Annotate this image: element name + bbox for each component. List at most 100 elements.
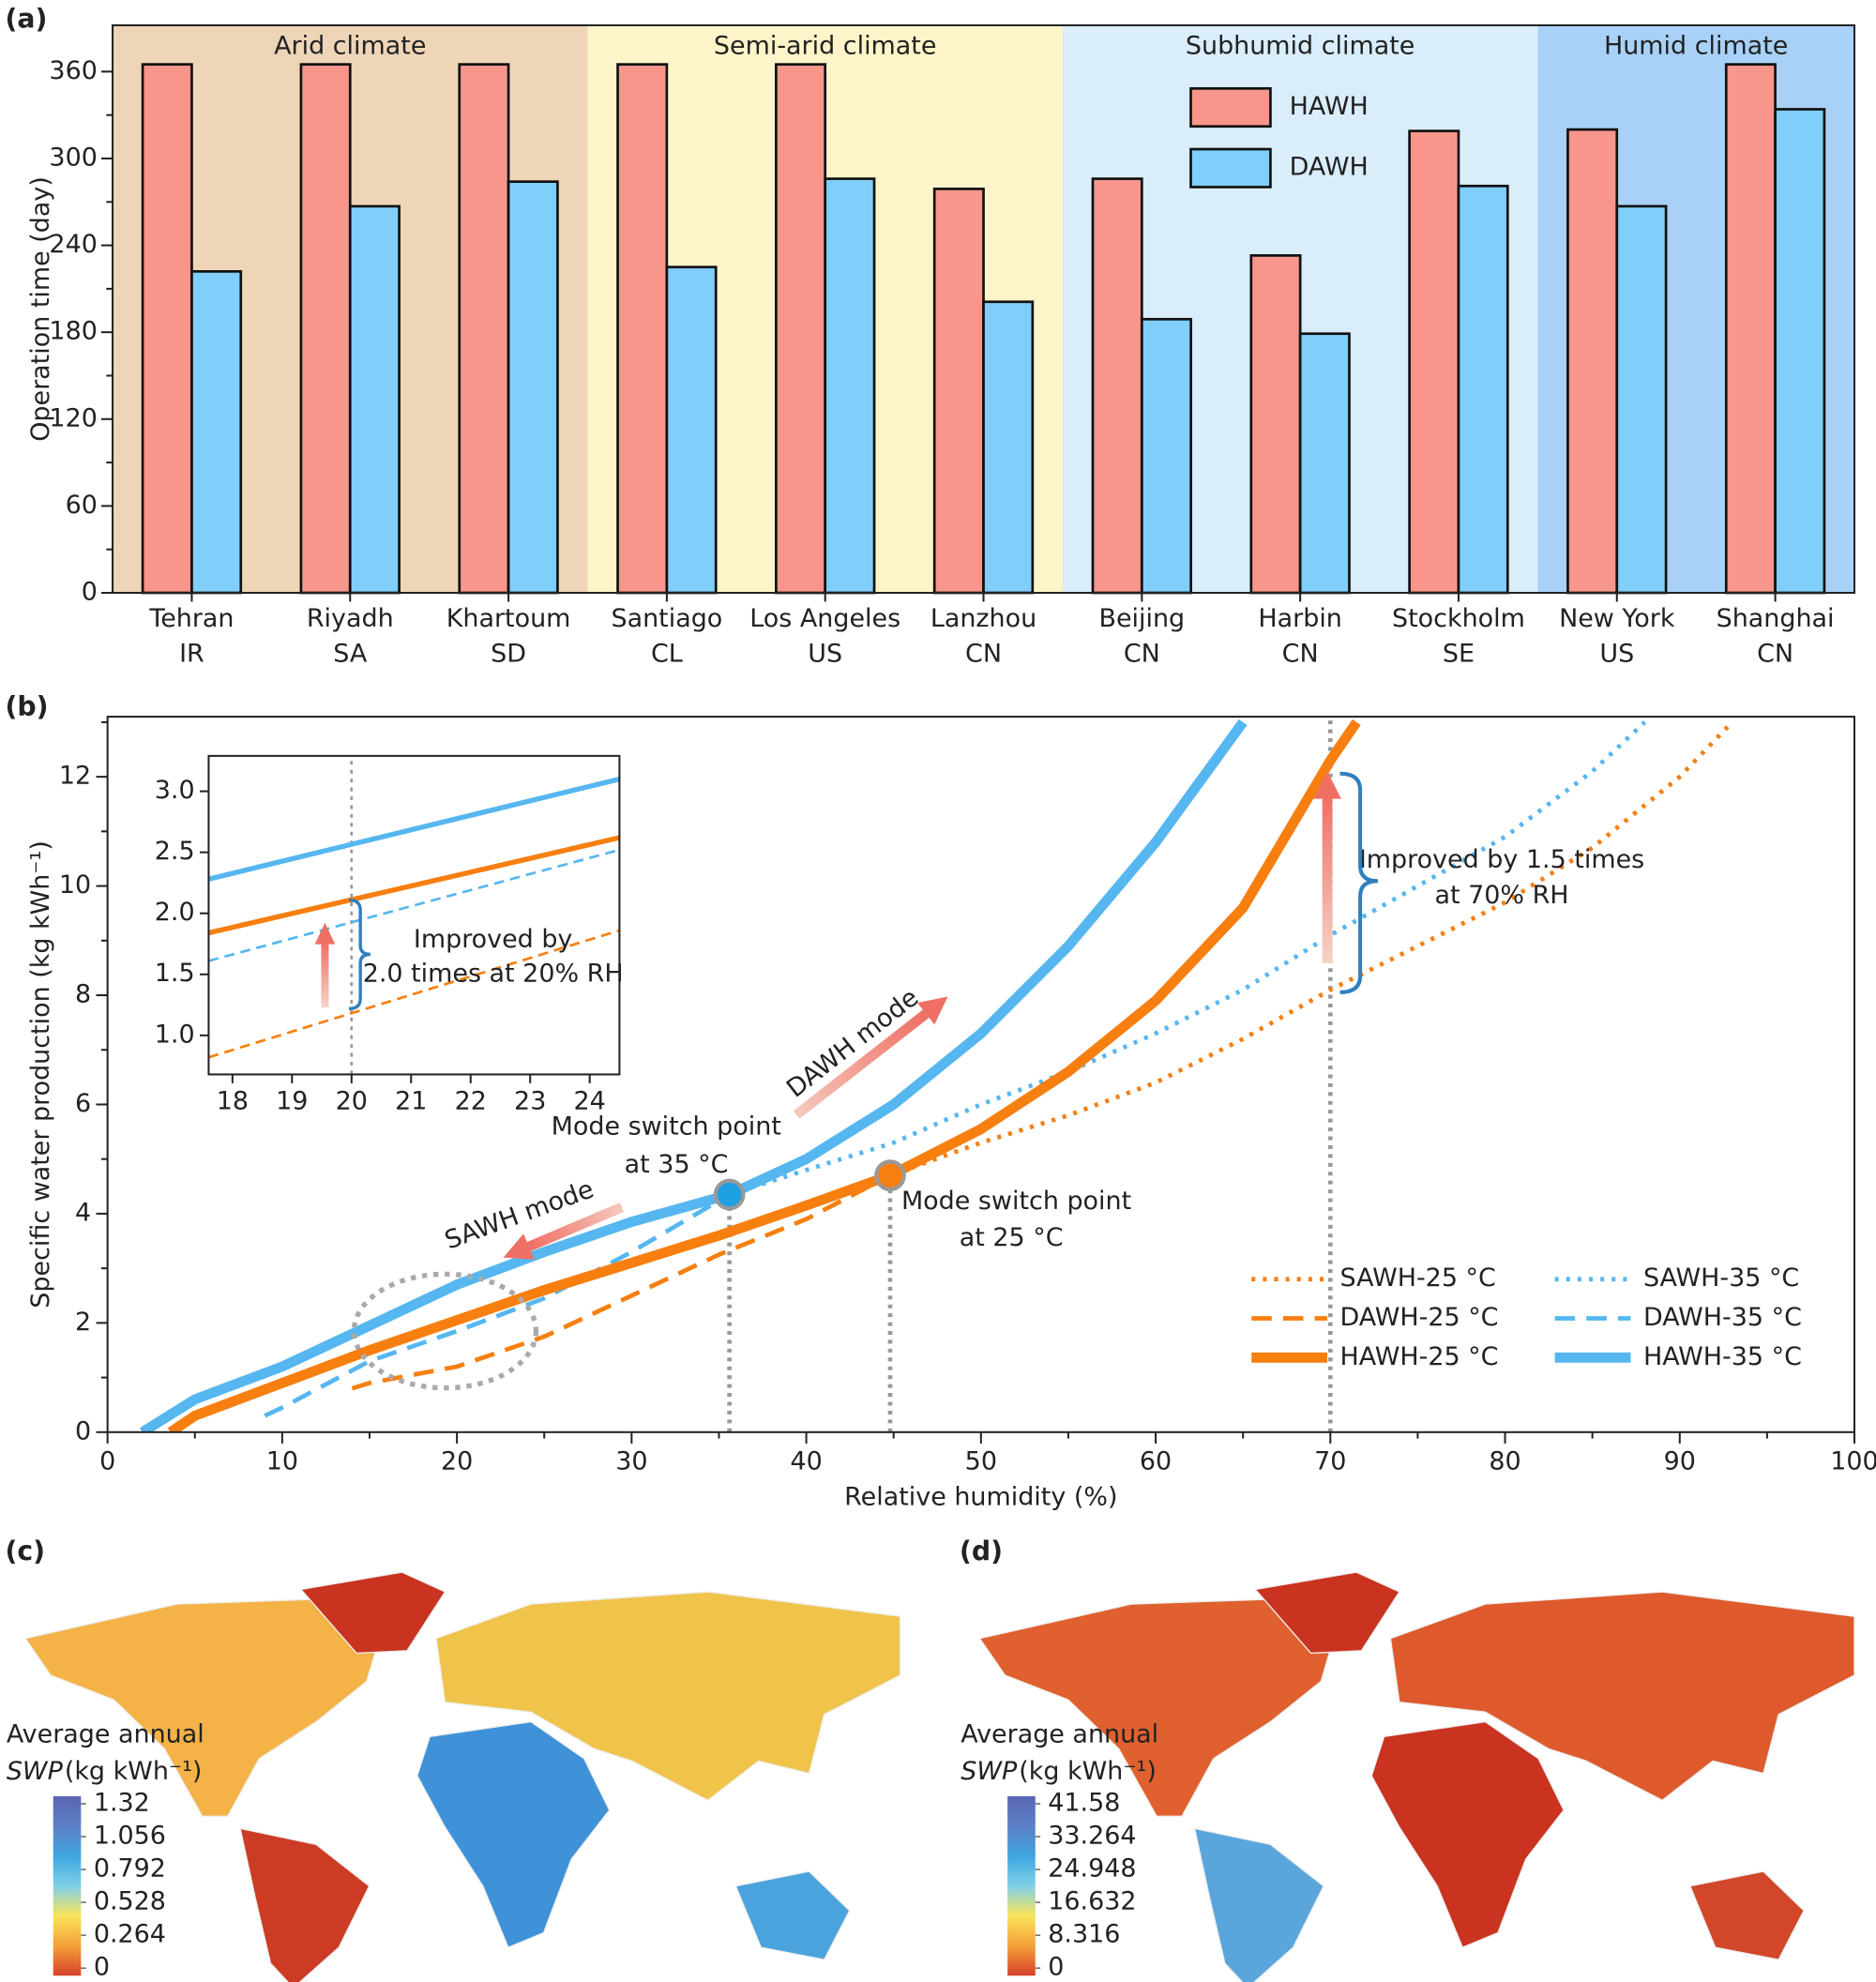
bar [824, 177, 876, 595]
annotation: at 25 °C [960, 1223, 1064, 1252]
x-tick-label: SD [491, 640, 526, 669]
colorbar-tick-label: 16.632 [1048, 1887, 1136, 1916]
x-tick-label: US [808, 640, 842, 669]
colorbar-title: (kg kWh⁻¹) [1019, 1757, 1157, 1786]
bar [1724, 63, 1777, 595]
annotation: Improved by [414, 925, 573, 954]
colorbar-tick-label: 1.32 [94, 1788, 150, 1817]
y-tick-label: 60 [66, 491, 98, 520]
x-tick-label: SA [333, 640, 368, 669]
panel-label: (d) [960, 1536, 1003, 1566]
series-line [208, 929, 620, 1059]
bar [458, 63, 510, 595]
land-region [1389, 1591, 1855, 1801]
bar [1298, 332, 1351, 595]
x-tick-label: CN [1124, 640, 1160, 669]
inset-arrow [314, 922, 336, 1008]
x-tick-label: Lanzhou [930, 604, 1036, 633]
land-region [1254, 1571, 1400, 1655]
x-tick-label: 90 [1664, 1447, 1696, 1476]
y-tick-label: 8 [75, 980, 91, 1009]
annotation: at 70% RH [1434, 881, 1568, 910]
legend-label: HAWH [1290, 92, 1369, 121]
bar [1249, 254, 1302, 595]
land-region [1689, 1870, 1805, 1960]
plot-frame [106, 716, 1856, 1433]
bar [141, 63, 193, 595]
land-region [239, 1827, 371, 1982]
y-tick-label: 360 [49, 56, 97, 85]
highlight-ellipse [351, 1271, 539, 1391]
legend-label: DAWH-25 °C [1340, 1303, 1499, 1332]
switch-point [874, 1159, 906, 1191]
x-tick-label: 50 [965, 1447, 997, 1476]
y-tick-label: 2.5 [155, 837, 195, 866]
x-tick-label: Harbin [1258, 604, 1342, 633]
brace [1339, 771, 1379, 994]
land-region [1193, 1827, 1324, 1982]
switch-point [713, 1178, 746, 1211]
annotation: Mode switch point [901, 1187, 1131, 1216]
x-tick-label: Khartoum [446, 604, 571, 633]
bar [932, 188, 985, 595]
annotation: 2.0 times at 20% RH [363, 959, 624, 988]
colorbar-tick-label: 24.948 [1048, 1854, 1136, 1884]
colorbar-title: Average annual [7, 1720, 204, 1749]
x-tick-label: 24 [574, 1087, 606, 1116]
y-tick-label: 240 [49, 230, 97, 259]
sawh-arrow [503, 1202, 625, 1260]
x-tick-label: 10 [266, 1447, 298, 1476]
series-line [889, 720, 1734, 1178]
region-label: Subhumid climate [1186, 31, 1415, 60]
x-tick-label: 80 [1489, 1447, 1520, 1476]
y-tick-label: 10 [59, 870, 91, 900]
y-axis-label: Operation time (day) [26, 176, 55, 442]
colorbar-tick-label: 1.056 [94, 1822, 166, 1851]
colorbar-tick-label: 0 [1048, 1953, 1064, 1982]
bar [1408, 129, 1460, 595]
colorbar-title: SWP [961, 1757, 1018, 1786]
bar [1457, 184, 1509, 595]
y-tick-label: 2 [75, 1308, 91, 1337]
y-tick-label: 0 [75, 1416, 91, 1445]
region-label: Arid climate [274, 31, 426, 60]
colorbar-tick-label: 8.316 [1048, 1920, 1120, 1949]
bar [775, 63, 827, 595]
colorbar [1007, 1795, 1036, 1976]
x-tick-label: CL [651, 640, 683, 669]
x-tick-label: Riyadh [307, 604, 394, 633]
region-label: Semi-arid climate [714, 31, 937, 60]
plot-frame [207, 754, 621, 1076]
y-axis-label: Specific water production (kg kWh⁻¹) [26, 840, 55, 1309]
bar [190, 270, 243, 595]
y-tick-label: 120 [49, 403, 97, 432]
legend-label: DAWH [1290, 153, 1369, 182]
y-tick-label: 1.0 [155, 1020, 195, 1049]
x-tick-label: Santiago [611, 604, 722, 633]
y-tick-label: 1.5 [155, 959, 195, 988]
x-tick-label: Shanghai [1717, 604, 1835, 633]
x-tick-label: Tehran [148, 604, 234, 633]
colorbar-tick-label: 0 [94, 1953, 110, 1982]
plot-frame [112, 23, 1856, 595]
x-tick-label: Stockholm [1392, 604, 1525, 633]
bar [1566, 128, 1619, 595]
legend-swatch [1189, 86, 1272, 129]
x-tick-label: 0 [99, 1447, 115, 1476]
land-region [416, 1720, 611, 1948]
annotation: DAWH mode [781, 983, 924, 1104]
bar [616, 63, 669, 595]
y-tick-label: 4 [75, 1198, 91, 1227]
series-line [264, 1192, 731, 1418]
x-tick-label: US [1599, 640, 1634, 669]
y-tick-label: 300 [49, 143, 97, 172]
x-tick-label: 40 [790, 1447, 822, 1476]
colorbar-title: Average annual [961, 1720, 1158, 1749]
x-tick-label: CN [965, 640, 1002, 669]
x-tick-label: 22 [455, 1087, 487, 1116]
x-tick-label: 23 [514, 1087, 546, 1116]
x-tick-label: 21 [395, 1087, 427, 1116]
x-tick-label: CN [1757, 640, 1793, 669]
x-tick-label: 70 [1314, 1447, 1346, 1476]
